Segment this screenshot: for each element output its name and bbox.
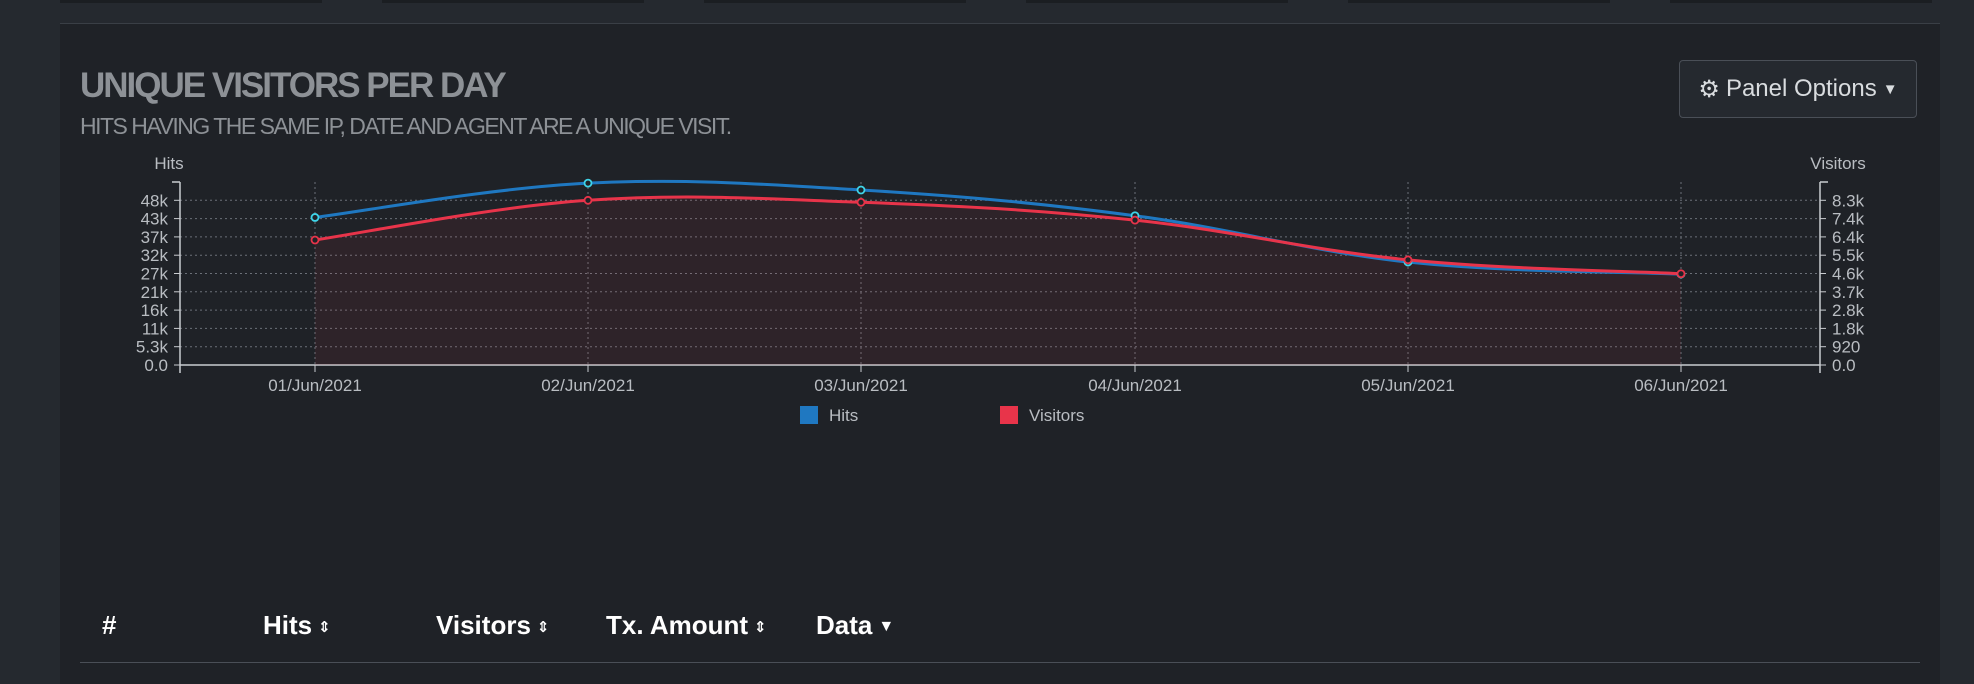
left-tick-label: 16k bbox=[141, 301, 169, 320]
legend-swatch bbox=[800, 406, 818, 424]
visitors-area bbox=[315, 196, 1681, 365]
column-header-label: Visitors bbox=[436, 610, 531, 640]
x-tick-label: 05/Jun/2021 bbox=[1361, 376, 1455, 395]
left-tick-label: 32k bbox=[141, 246, 169, 265]
x-tick-label: 03/Jun/2021 bbox=[814, 376, 908, 395]
column-header-tx-amount[interactable]: Tx. Amount ⇕ bbox=[606, 610, 767, 641]
visitors-data-point bbox=[1676, 269, 1686, 279]
legend-label: Hits bbox=[829, 406, 858, 425]
left-tick-label: 37k bbox=[141, 228, 169, 247]
tab-strip-segment bbox=[1670, 0, 1932, 3]
panel-options-label: Panel Options bbox=[1725, 75, 1877, 102]
right-tick-label: 8.3k bbox=[1832, 191, 1865, 210]
sort-icon: ⇕ bbox=[318, 619, 331, 636]
tab-strip-segment bbox=[60, 0, 322, 3]
column-header-index[interactable]: # bbox=[102, 610, 116, 641]
right-tick-label: 7.4k bbox=[1832, 210, 1865, 229]
panel-title: UNIQUE VISITORS PER DAY bbox=[80, 66, 507, 105]
panel-subtitle: HITS HAVING THE SAME IP, DATE AND AGENT … bbox=[80, 113, 732, 139]
sort-icon: ⇕ bbox=[754, 619, 767, 636]
caret-down-icon: ▼ bbox=[1882, 80, 1898, 98]
right-tick-label: 920 bbox=[1832, 338, 1860, 357]
sort-icon: ⇕ bbox=[536, 619, 550, 636]
right-tick-label: 4.6k bbox=[1832, 265, 1865, 284]
visitors-data-point bbox=[583, 195, 593, 205]
left-tick-label: 43k bbox=[141, 210, 169, 229]
tab-strip-segment bbox=[1348, 0, 1610, 3]
left-tick-label: 27k bbox=[141, 265, 169, 284]
unique-visitors-panel: UNIQUE VISITORS PER DAY HITS HAVING THE … bbox=[60, 23, 1940, 684]
visitors-data-point bbox=[310, 235, 320, 245]
visitors-series-line bbox=[314, 195, 1682, 276]
hits-data-point bbox=[583, 178, 593, 188]
x-tick-label: 01/Jun/2021 bbox=[268, 376, 362, 395]
top-tab-strip bbox=[60, 0, 1940, 24]
right-tick-label: 5.5k bbox=[1832, 246, 1865, 265]
visitors-chart: Hits Visitors0.05.3k11k16k21k27k32k37k43k… bbox=[136, 154, 1866, 425]
tab-strip-segment bbox=[382, 0, 644, 3]
column-header-label: Tx. Amount bbox=[606, 610, 749, 640]
column-header-hits[interactable]: Hits ⇕ bbox=[263, 610, 331, 641]
panel-options-button[interactable]: ⚙ Panel Options ▼ bbox=[1679, 60, 1917, 118]
left-tick-label: 21k bbox=[141, 283, 169, 302]
gear-icon: ⚙ bbox=[1698, 75, 1720, 103]
column-header-label: Data bbox=[816, 610, 873, 640]
right-axis-title: Visitors bbox=[1810, 154, 1865, 173]
table-header: # Hits ⇕ Visitors ⇕ Tx. Amount ⇕ Data ▼ bbox=[80, 594, 1920, 663]
right-tick-label: 6.4k bbox=[1832, 228, 1865, 247]
caret-down-icon: ▼ bbox=[878, 618, 895, 635]
x-tick-label: 02/Jun/2021 bbox=[541, 376, 635, 395]
column-header-visitors[interactable]: Visitors ⇕ bbox=[436, 610, 549, 641]
left-tick-label: 5.3k bbox=[136, 338, 169, 357]
tab-strip-segment bbox=[1026, 0, 1288, 3]
right-tick-label: 0.0 bbox=[1832, 356, 1856, 375]
column-header-label: Hits bbox=[263, 610, 313, 640]
visitors-data-point bbox=[856, 197, 866, 207]
column-header-label: # bbox=[102, 610, 117, 640]
right-tick-label: 2.8k bbox=[1832, 301, 1865, 320]
visitors-data-point bbox=[1403, 255, 1413, 265]
left-tick-label: 11k bbox=[142, 319, 169, 338]
left-tick-label: 48k bbox=[141, 191, 169, 210]
column-header-data[interactable]: Data ▼ bbox=[816, 610, 894, 641]
tab-strip-segment bbox=[704, 0, 966, 3]
visitors-data-point bbox=[1130, 215, 1140, 225]
legend-swatch bbox=[1000, 406, 1018, 424]
left-tick-label: 0.0 bbox=[144, 356, 168, 375]
left-axis-title: Hits bbox=[154, 154, 183, 173]
hits-data-point bbox=[310, 213, 320, 222]
x-tick-label: 06/Jun/2021 bbox=[1634, 376, 1728, 395]
hits-data-point bbox=[856, 185, 866, 195]
hits-series-line bbox=[314, 179, 1682, 276]
x-tick-label: 04/Jun/2021 bbox=[1088, 376, 1182, 395]
right-tick-label: 1.8k bbox=[1832, 319, 1865, 338]
right-tick-label: 3.7k bbox=[1832, 283, 1865, 302]
legend-label: Visitors bbox=[1029, 406, 1084, 425]
